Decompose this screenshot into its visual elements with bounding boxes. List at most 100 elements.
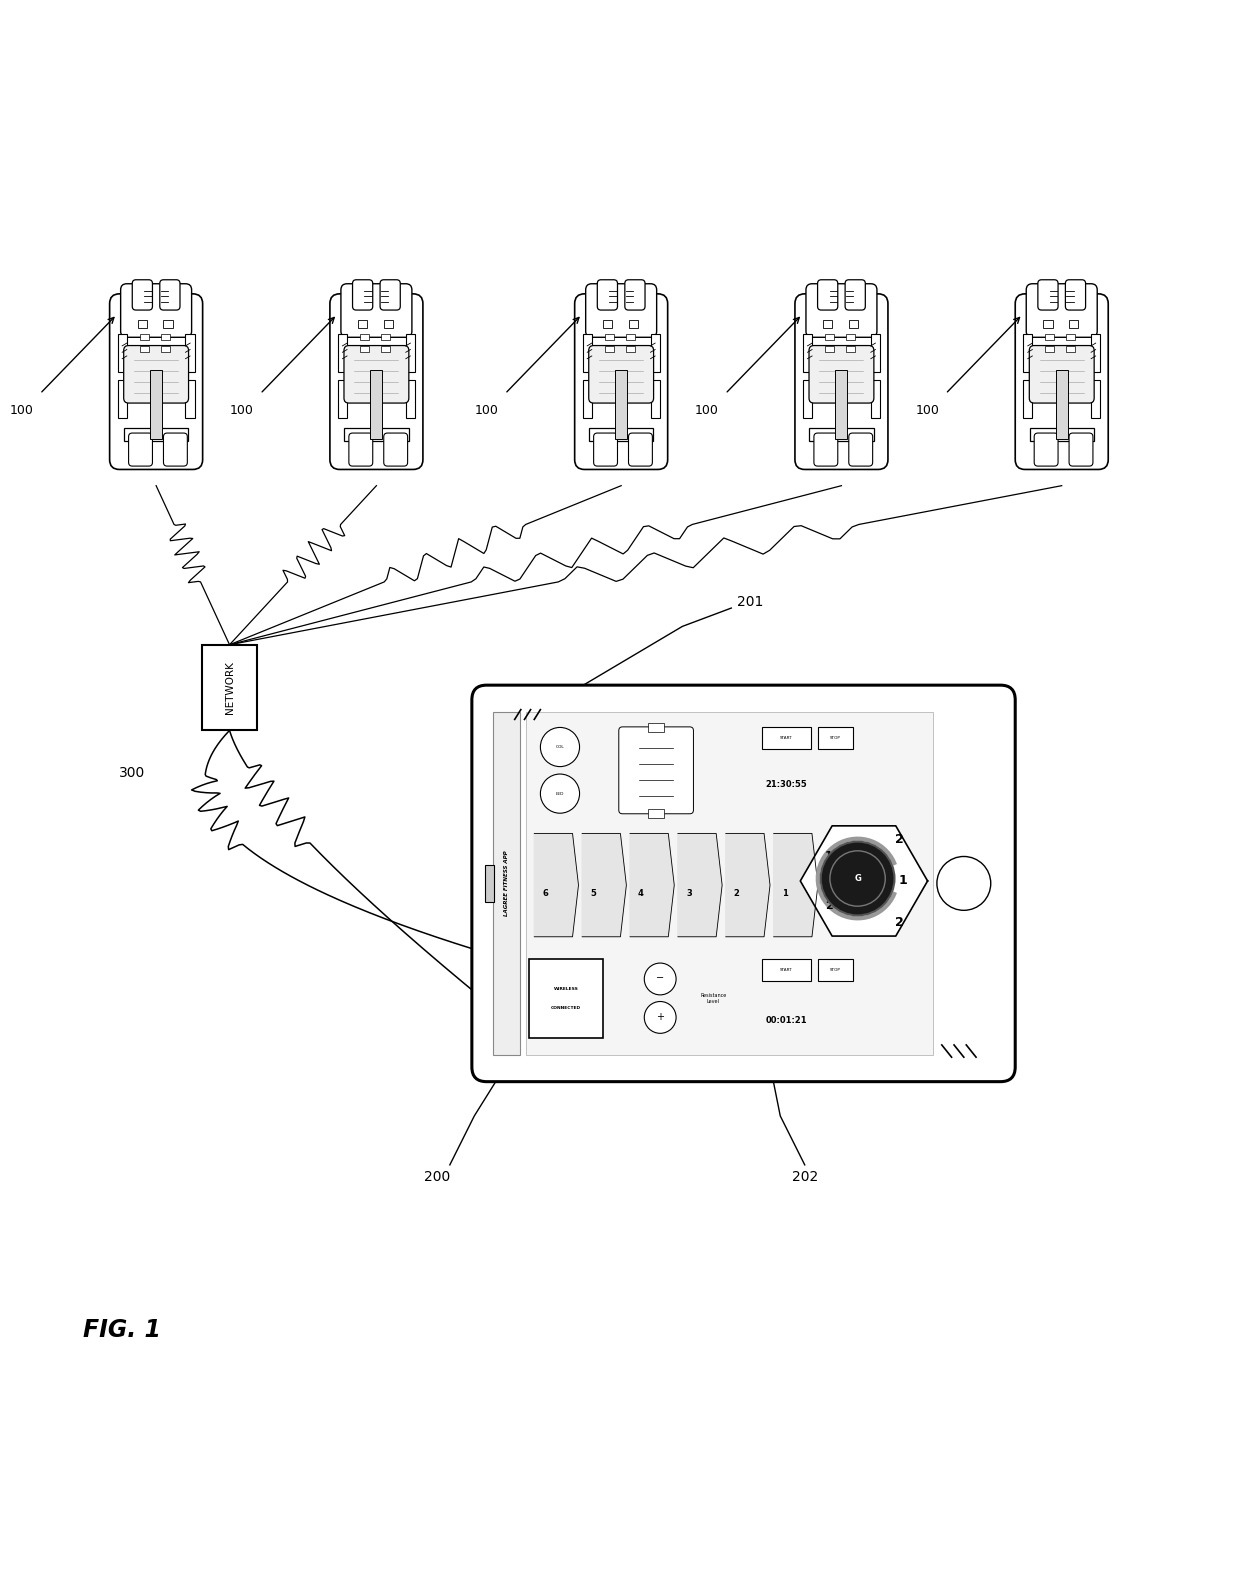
- Text: STOP: STOP: [830, 737, 841, 740]
- Bar: [529, 958, 603, 1038]
- Circle shape: [645, 963, 676, 994]
- Text: LED: LED: [556, 792, 564, 795]
- FancyBboxPatch shape: [1065, 280, 1085, 309]
- Text: +: +: [656, 1012, 665, 1023]
- Text: 201: 201: [738, 595, 764, 610]
- Bar: [810, 429, 873, 441]
- Text: 2: 2: [894, 916, 903, 928]
- Text: WIRELESS: WIRELESS: [553, 987, 579, 991]
- FancyBboxPatch shape: [598, 280, 618, 309]
- Polygon shape: [725, 834, 770, 936]
- Bar: [186, 380, 195, 418]
- Polygon shape: [774, 834, 818, 936]
- Bar: [583, 380, 591, 418]
- FancyBboxPatch shape: [574, 294, 667, 470]
- FancyBboxPatch shape: [348, 434, 373, 467]
- Text: −: −: [656, 972, 665, 983]
- FancyBboxPatch shape: [594, 434, 618, 467]
- Bar: [802, 380, 812, 418]
- Bar: [649, 723, 665, 732]
- Bar: [825, 335, 835, 341]
- Bar: [583, 335, 591, 372]
- FancyBboxPatch shape: [120, 284, 192, 338]
- Bar: [161, 346, 170, 352]
- FancyBboxPatch shape: [352, 280, 373, 309]
- Bar: [1023, 335, 1033, 372]
- Bar: [626, 335, 635, 341]
- Bar: [202, 644, 257, 731]
- Bar: [1045, 335, 1054, 341]
- FancyBboxPatch shape: [160, 280, 180, 309]
- Text: 100: 100: [915, 404, 939, 416]
- FancyBboxPatch shape: [585, 284, 657, 338]
- FancyBboxPatch shape: [383, 434, 408, 467]
- Circle shape: [821, 842, 894, 916]
- Bar: [651, 380, 660, 418]
- Bar: [825, 346, 835, 352]
- Bar: [140, 346, 149, 352]
- Bar: [164, 320, 172, 328]
- Text: 2: 2: [825, 902, 833, 911]
- Bar: [485, 866, 494, 902]
- Circle shape: [830, 851, 885, 906]
- FancyBboxPatch shape: [813, 434, 838, 467]
- FancyBboxPatch shape: [1069, 434, 1092, 467]
- Text: START: START: [780, 968, 792, 972]
- FancyBboxPatch shape: [625, 280, 645, 309]
- Text: Resistance
Level: Resistance Level: [701, 993, 727, 1004]
- Bar: [626, 346, 635, 352]
- Bar: [360, 335, 370, 341]
- FancyBboxPatch shape: [629, 434, 652, 467]
- FancyBboxPatch shape: [1029, 346, 1094, 404]
- Text: LAGREE FITNESS APP: LAGREE FITNESS APP: [503, 850, 508, 916]
- FancyBboxPatch shape: [589, 346, 653, 404]
- Bar: [138, 320, 148, 328]
- Bar: [846, 346, 856, 352]
- Bar: [345, 429, 408, 441]
- Bar: [381, 335, 391, 341]
- Bar: [337, 335, 347, 372]
- Text: START: START: [780, 737, 792, 740]
- FancyBboxPatch shape: [1016, 294, 1109, 470]
- Bar: [763, 727, 811, 749]
- Text: 5: 5: [590, 889, 596, 899]
- FancyBboxPatch shape: [381, 280, 401, 309]
- Bar: [1023, 380, 1033, 418]
- Text: 1: 1: [899, 875, 908, 888]
- Text: 2: 2: [894, 833, 903, 847]
- Text: NETWORK: NETWORK: [224, 661, 234, 715]
- Bar: [823, 320, 832, 328]
- Circle shape: [645, 1001, 676, 1034]
- Bar: [870, 335, 880, 372]
- Text: 100: 100: [694, 404, 719, 416]
- Polygon shape: [678, 834, 722, 936]
- FancyBboxPatch shape: [795, 294, 888, 470]
- Bar: [603, 320, 613, 328]
- Bar: [605, 346, 614, 352]
- Bar: [124, 429, 188, 441]
- FancyBboxPatch shape: [1034, 434, 1058, 467]
- Polygon shape: [582, 834, 626, 936]
- FancyBboxPatch shape: [846, 280, 866, 309]
- Bar: [849, 320, 858, 328]
- Text: COL: COL: [556, 745, 564, 749]
- Bar: [492, 712, 520, 1054]
- Bar: [629, 320, 637, 328]
- Text: 100: 100: [10, 404, 33, 416]
- Bar: [371, 369, 382, 438]
- Text: FIG. 1: FIG. 1: [83, 1318, 161, 1342]
- FancyBboxPatch shape: [1038, 280, 1058, 309]
- FancyBboxPatch shape: [817, 280, 838, 309]
- Text: STOP: STOP: [830, 968, 841, 972]
- FancyBboxPatch shape: [164, 434, 187, 467]
- FancyBboxPatch shape: [808, 346, 874, 404]
- Polygon shape: [630, 834, 675, 936]
- Bar: [1055, 369, 1068, 438]
- FancyBboxPatch shape: [806, 284, 877, 338]
- Text: 1: 1: [825, 850, 833, 861]
- Bar: [836, 369, 847, 438]
- Bar: [818, 727, 853, 749]
- Bar: [161, 335, 170, 341]
- Bar: [605, 335, 614, 341]
- Text: 100: 100: [229, 404, 254, 416]
